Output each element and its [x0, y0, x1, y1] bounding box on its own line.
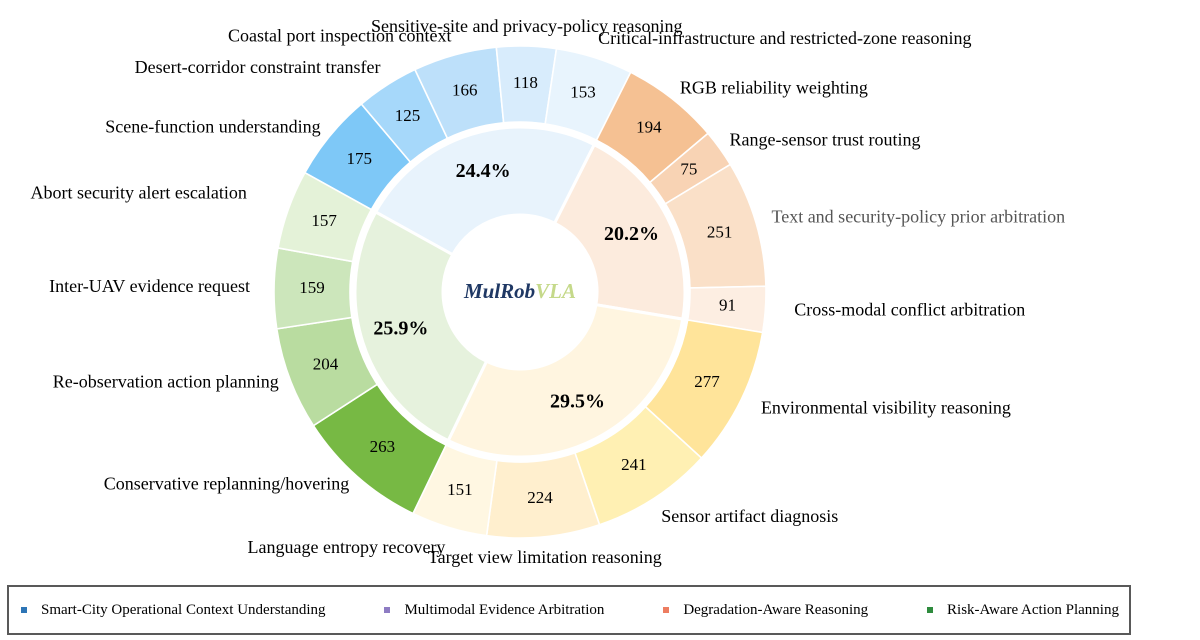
segment-value-label: 175 [347, 149, 373, 168]
category-label: Sensor artifact diagnosis [661, 506, 838, 526]
category-label: Coastal port inspection context [228, 25, 451, 45]
segment-value-label: 151 [447, 480, 473, 499]
segment-value-label: 204 [313, 355, 339, 374]
category-label: Target view limitation reasoning [428, 547, 662, 567]
group-percent-label: 25.9% [373, 317, 428, 339]
segment-value-label: 91 [719, 296, 736, 315]
category-label: Abort security alert escalation [30, 183, 246, 203]
legend-swatch-multimodal [384, 607, 391, 613]
category-label: Conservative replanning/hovering [104, 474, 349, 494]
segment-value-label: 251 [707, 223, 733, 242]
category-label: Cross-modal conflict arbitration [794, 300, 1025, 320]
category-label: Language entropy recovery [248, 537, 446, 557]
legend-label: Smart-City Operational Context Understan… [41, 601, 326, 618]
category-label: Sensitive-site and privacy-policy reason… [371, 16, 682, 36]
center-brand-accent: VLA [535, 279, 576, 303]
segment-value-label: 159 [299, 278, 325, 297]
legend-item-smart-city: Smart-City Operational Context Understan… [21, 602, 326, 619]
legend-swatch-risk-aware [927, 607, 934, 613]
segment-value-label: 153 [570, 83, 596, 102]
category-label: Environmental visibility reasoning [761, 397, 1011, 417]
category-label: Inter-UAV evidence request [49, 276, 250, 296]
category-label: Range-sensor trust routing [730, 130, 921, 150]
group-percent-label: 24.4% [456, 160, 511, 182]
legend-swatch-smart-city [21, 607, 27, 613]
category-label: Scene-function understanding [105, 116, 320, 136]
sunburst-chart: 24.4% 175 Scene-function understanding 125 D… [30, 16, 1065, 567]
segment-value-label: 157 [311, 211, 337, 230]
category-label: Desert-corridor constraint transfer [135, 57, 381, 77]
legend-label: Multimodal Evidence Arbitration [404, 601, 605, 618]
legend-label: Degradation-Aware Reasoning [683, 601, 869, 618]
segment-value-label: 166 [452, 80, 478, 99]
category-label: Re-observation action planning [53, 372, 279, 392]
segment-value-label: 277 [694, 372, 720, 391]
segment-value-label: 75 [680, 160, 697, 179]
center-brand-label: MulRobVLA [463, 279, 576, 303]
center-hole [443, 215, 597, 369]
center-brand-main: MulRob [463, 279, 535, 303]
ring-separator [349, 121, 691, 463]
segment-value-label: 241 [621, 455, 647, 474]
legend-item-multimodal: Multimodal Evidence Arbitration [384, 602, 604, 619]
segment-value-label: 263 [370, 437, 396, 456]
category-label: Critical-infrastructure and restricted-z… [598, 28, 971, 48]
legend-item-risk-aware: Risk-Aware Action Planning [927, 602, 1119, 619]
category-label: Text and security-policy prior arbitrati… [771, 207, 1065, 227]
legend-item-degradation: Degradation-Aware Reasoning [663, 602, 868, 619]
group-percent-label: 20.2% [604, 223, 659, 245]
legend: Smart-City Operational Context Understan… [7, 585, 1131, 635]
legend-label: Risk-Aware Action Planning [947, 601, 1119, 618]
legend-swatch-degradation [663, 607, 670, 613]
segment-value-label: 118 [513, 73, 538, 92]
segment-value-label: 194 [636, 118, 662, 137]
category-label: RGB reliability weighting [680, 78, 868, 98]
segment-value-label: 125 [395, 106, 421, 125]
group-percent-label: 29.5% [550, 391, 605, 413]
segment-value-label: 224 [527, 488, 553, 507]
